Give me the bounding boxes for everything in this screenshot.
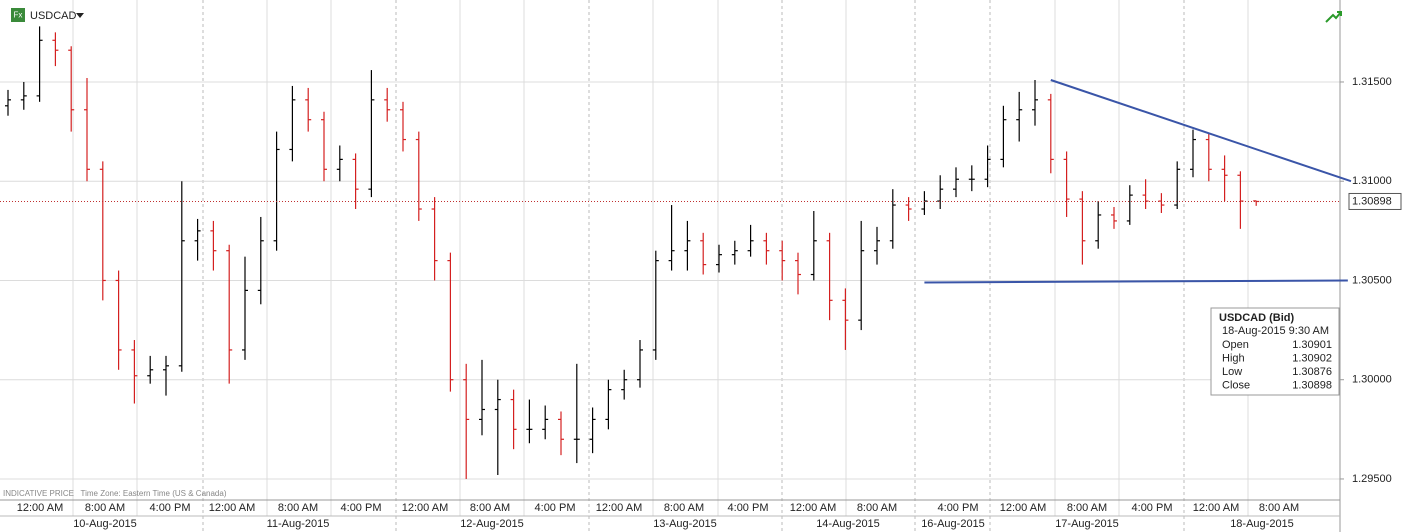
x-tick-label: 4:00 PM (150, 502, 191, 514)
x-tick-label: 4:00 PM (535, 502, 576, 514)
date-label: 16-Aug-2015 (921, 518, 985, 530)
info-field: High (1222, 352, 1245, 364)
y-tick-label: 1.31000 (1352, 175, 1392, 187)
x-tick-label: 8:00 AM (664, 502, 704, 514)
y-tick-label: 1.31500 (1352, 76, 1392, 88)
info-title: USDCAD (Bid) (1219, 312, 1294, 324)
x-tick-label: 4:00 PM (341, 502, 382, 514)
x-tick-label: 8:00 AM (1067, 502, 1107, 514)
x-tick-label: 12:00 AM (17, 502, 63, 514)
x-tick-label: 8:00 AM (1259, 502, 1299, 514)
date-label: 13-Aug-2015 (653, 518, 717, 530)
fx-badge-text: Fx (14, 11, 23, 20)
info-value: 1.30902 (1292, 352, 1332, 364)
x-tick-label: 12:00 AM (790, 502, 836, 514)
date-label: 10-Aug-2015 (73, 518, 137, 530)
x-tick-label: 4:00 PM (728, 502, 769, 514)
date-label: 17-Aug-2015 (1055, 518, 1119, 530)
info-time: 18-Aug-2015 9:30 AM (1222, 325, 1329, 337)
trendline (1050, 79, 1352, 183)
y-tick-label: 1.30000 (1352, 374, 1392, 386)
x-tick-label: 8:00 AM (857, 502, 897, 514)
date-label: 18-Aug-2015 (1230, 518, 1294, 530)
symbol-dropdown[interactable] (76, 13, 84, 18)
y-tick-label: 1.29500 (1352, 473, 1392, 485)
footer-note: INDICATIVE PRICE Time Zone: Eastern Time… (3, 489, 227, 498)
x-tick-label: 4:00 PM (1132, 502, 1173, 514)
date-label: 12-Aug-2015 (460, 518, 524, 530)
x-tick-label: 12:00 AM (209, 502, 255, 514)
x-tick-label: 4:00 PM (938, 502, 979, 514)
x-tick-label: 12:00 AM (402, 502, 448, 514)
x-tick-label: 8:00 AM (85, 502, 125, 514)
fx-badge (11, 8, 25, 22)
info-field: Low (1222, 366, 1242, 378)
info-value: 1.30876 (1292, 366, 1332, 378)
date-label: 11-Aug-2015 (267, 518, 330, 530)
x-tick-label: 12:00 AM (1193, 502, 1239, 514)
last-price-label: 1.30898 (1352, 195, 1392, 207)
trendline (924, 279, 1348, 284)
x-tick-label: 8:00 AM (278, 502, 318, 514)
info-field: Close (1222, 379, 1250, 391)
info-value: 1.30898 (1292, 379, 1332, 391)
x-tick-label: 12:00 AM (596, 502, 642, 514)
info-field: Open (1222, 339, 1249, 351)
y-tick-label: 1.30500 (1352, 274, 1392, 286)
info-box-frame (1210, 307, 1340, 396)
symbol[interactable]: USDCAD (30, 10, 77, 22)
x-tick-label: 8:00 AM (470, 502, 510, 514)
info-box: USDCAD (Bid) 18-Aug-2015 9:30 AM Open 1.3… (1210, 307, 1340, 396)
trend-icon[interactable] (1325, 11, 1342, 23)
date-label: 14-Aug-2015 (816, 518, 880, 530)
info-value: 1.30901 (1292, 339, 1332, 351)
x-tick-label: 12:00 AM (1000, 502, 1046, 514)
last-price-box (1348, 192, 1402, 210)
